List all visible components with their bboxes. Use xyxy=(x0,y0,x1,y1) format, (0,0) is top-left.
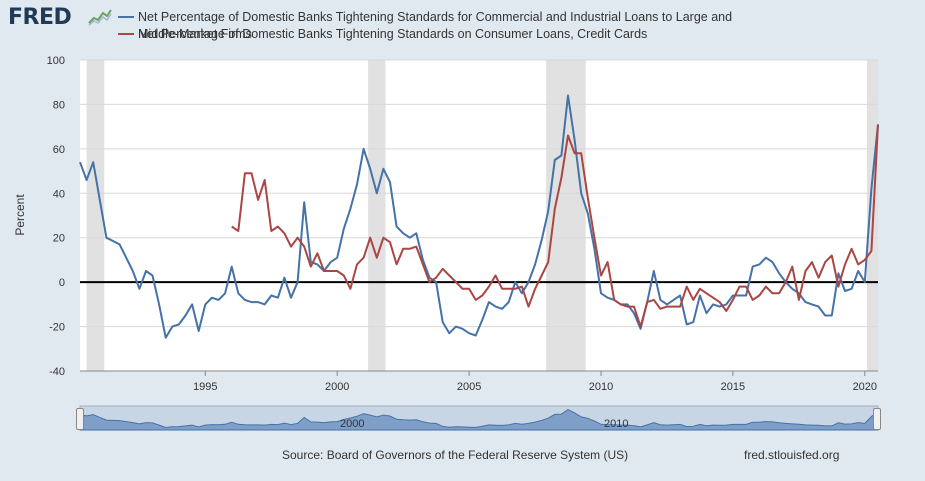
legend-swatch-series2 xyxy=(118,33,134,35)
legend-item-series2[interactable]: Middle-Market Firms Net Percentage of Do… xyxy=(118,26,732,42)
navigator-area xyxy=(79,409,879,431)
series-line-2[interactable] xyxy=(231,124,879,328)
y-tick-label: 20 xyxy=(53,233,65,245)
legend-item-series1[interactable]: Net Percentage of Domestic Banks Tighten… xyxy=(118,9,732,25)
chart-legend: Net Percentage of Domestic Banks Tighten… xyxy=(118,9,732,42)
series-lines xyxy=(79,94,879,339)
legend-swatch-series1 xyxy=(118,16,134,18)
legend-label-series2: Net Percentage of Domestic Banks Tighten… xyxy=(138,27,648,41)
navigator-label-2010: 2010 xyxy=(604,418,628,430)
navigator-handle-left[interactable] xyxy=(76,408,84,430)
series-line-1[interactable] xyxy=(79,94,879,339)
x-tick-label: 2015 xyxy=(721,381,745,393)
recession-band-0 xyxy=(86,60,105,371)
legend-label-series1-line2: Middle-Market Firms xyxy=(138,27,252,41)
y-tick-label: -20 xyxy=(49,322,65,334)
x-tick-label: 2000 xyxy=(325,381,349,393)
chart-header: FRED Net Percentage of Domestic Banks Ti… xyxy=(0,0,925,50)
recession-band-1 xyxy=(368,60,386,371)
navigator-handle-right[interactable] xyxy=(873,408,881,430)
x-tick-label: 1995 xyxy=(193,381,217,393)
y-tick-label: 100 xyxy=(47,55,65,67)
source-note: Source: Board of Governors of the Federa… xyxy=(282,448,629,462)
legend-label-series1-line1: Net Percentage of Domestic Banks Tighten… xyxy=(138,10,733,24)
source-url[interactable]: fred.stlouisfed.org xyxy=(744,448,840,462)
x-tick-label: 2005 xyxy=(457,381,481,393)
x-tick-label: 2020 xyxy=(853,381,877,393)
plot-area xyxy=(80,60,878,371)
y-axis-label: Percent xyxy=(13,194,27,236)
y-tick-label: 40 xyxy=(53,188,65,200)
y-tick-label: 60 xyxy=(53,144,65,156)
x-axis-ticks: 1995 2000 2005 2010 2015 2020 xyxy=(193,371,877,393)
y-tick-label: -40 xyxy=(49,366,65,378)
y-axis-ticks: -40 -20 0 20 40 60 80 100 xyxy=(47,55,65,378)
y-tick-label: 0 xyxy=(59,277,65,289)
navigator[interactable]: 2000 2010 xyxy=(79,405,879,431)
legend-label-series1: Net Percentage of Domestic Banks Tighten… xyxy=(138,9,732,25)
y-tick-label: 80 xyxy=(53,99,65,111)
grid-lines xyxy=(80,59,878,372)
x-tick-label: 2010 xyxy=(589,381,613,393)
navigator-label-2000: 2000 xyxy=(340,418,364,430)
fred-logo[interactable]: FRED xyxy=(8,5,72,30)
chart-line-icon xyxy=(88,8,112,26)
